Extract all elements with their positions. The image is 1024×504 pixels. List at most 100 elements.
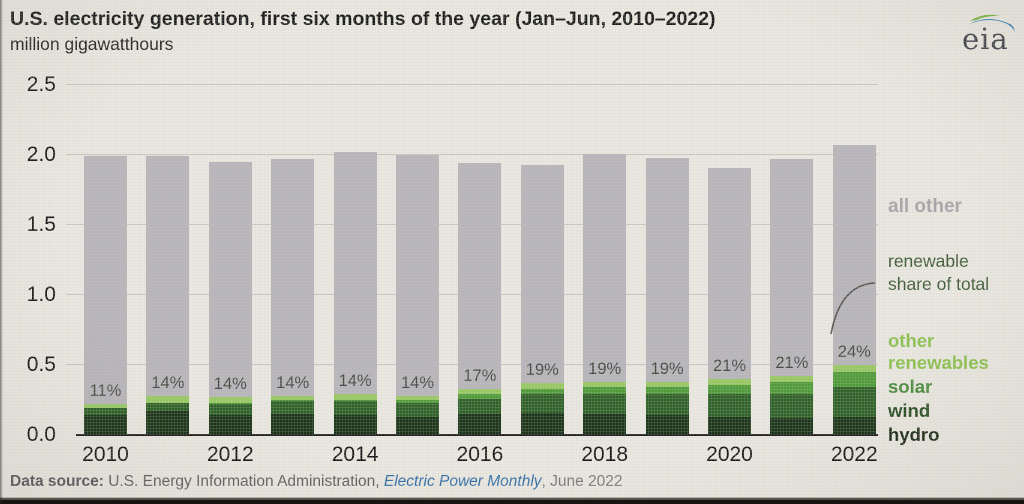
bar-segment-other_renewables	[208, 397, 252, 403]
x-tick-label-2010: 2010	[82, 443, 129, 466]
renewable-share-label-2018: 19%	[588, 359, 622, 378]
bar-segment-wind	[583, 394, 627, 414]
bar-segment-other_renewables	[832, 365, 876, 372]
bar-segment-all-other	[708, 167, 751, 379]
legend-other-renewables: other renewables	[888, 330, 989, 373]
bar-2013	[271, 159, 315, 435]
bar-2016	[458, 163, 502, 435]
bar-segment-hydro	[396, 416, 439, 435]
legend-wind: wind	[888, 400, 931, 421]
x-tick-label-2020: 2020	[706, 443, 753, 466]
eia-logo-text: eia	[962, 22, 1009, 56]
renewable-share-label-2022: 24%	[837, 343, 871, 361]
y-tick-label: 1.0	[26, 283, 56, 306]
data-source-date: , June 2022	[541, 473, 623, 490]
bar-segment-solar	[770, 381, 814, 395]
bar-segment-hydro	[458, 414, 502, 435]
bar-2021	[770, 159, 814, 435]
bar-segment-wind	[520, 394, 564, 413]
bar-segment-other_renewables	[84, 404, 127, 409]
renewable-share-label-2016: 17%	[463, 366, 497, 385]
x-axis-line	[76, 434, 878, 436]
bar-segment-other_renewables	[146, 395, 190, 403]
bar-segment-other_renewables	[583, 381, 627, 388]
bar-segment-other_renewables	[520, 383, 564, 389]
chart-units-label: million gigawatthours	[10, 34, 174, 54]
legend-solar: solar	[888, 376, 933, 397]
bar-segment-hydro	[146, 411, 190, 435]
bar-segment-solar	[333, 400, 377, 402]
renewable-share-label-2014: 14%	[338, 372, 372, 391]
bar-segment-all-other	[770, 159, 814, 377]
bar-segment-all-other	[645, 157, 689, 382]
bar-segment-wind	[84, 408, 127, 416]
data-source-org: U.S. Energy Information Administration,	[103, 473, 384, 490]
renewable-share-label-2020: 21%	[712, 357, 747, 375]
bar-2017	[520, 164, 564, 435]
bar-segment-all-other	[84, 156, 127, 405]
renewable-share-label-2010: 11%	[89, 382, 122, 401]
bar-segment-hydro	[645, 415, 689, 435]
bar-segment-all-other	[333, 152, 377, 395]
bar-segment-wind	[770, 394, 814, 419]
photo-bottom-edge	[0, 497, 1024, 504]
data-source-line: Data source: U.S. Energy Information Adm…	[10, 473, 623, 491]
bar-segment-hydro	[520, 412, 564, 435]
bar-segment-other_renewables	[396, 395, 439, 400]
bar-2014	[333, 152, 377, 435]
bar-segment-hydro	[208, 415, 252, 435]
x-tick-label-2016: 2016	[456, 443, 504, 466]
bar-segment-other_renewables	[770, 376, 814, 382]
bar-segment-wind	[458, 398, 502, 414]
x-tick-label-2022: 2022	[830, 443, 878, 466]
bar-segment-hydro	[583, 414, 627, 435]
bar-segment-all-other	[583, 153, 627, 382]
bar-segment-wind	[645, 394, 689, 416]
renewable-share-label-2012: 14%	[213, 375, 247, 394]
y-tick-label: 2.5	[26, 73, 56, 96]
bar-segment-wind	[146, 402, 190, 412]
bar-segment-all-other	[271, 159, 315, 396]
bar-segment-wind	[333, 401, 377, 416]
x-tick-label-2012: 2012	[206, 443, 254, 466]
plot-area: 11% 14% 14% 14% 14% 14% 17% 19% 19% 19% 21% 21% 24%	[66, 84, 878, 436]
bar-segment-hydro	[333, 415, 377, 435]
bar-segment-wind	[396, 402, 439, 417]
bar-segment-solar	[520, 388, 564, 395]
legend-all-other: all other	[888, 196, 962, 217]
bar-segment-hydro	[832, 416, 876, 435]
bar-segment-other_renewables	[708, 379, 751, 385]
bar-segment-solar	[396, 400, 439, 403]
bar-segment-solar	[271, 400, 315, 402]
bar-segment-other_renewables	[333, 394, 377, 400]
chart-title: U.S. electricity generation, first six m…	[10, 8, 716, 30]
y-axis-labels: 0.0 0.5 1.0 1.5 2.0 2.5	[0, 73, 56, 446]
bar-segment-all-other	[208, 162, 252, 398]
renewable-share-label-2011: 14%	[151, 373, 185, 392]
bar-segment-wind	[832, 387, 876, 417]
annotation-connector-line	[830, 282, 876, 335]
eia-logo-swoosh-icon	[966, 14, 1015, 32]
data-source-publication-link[interactable]: Electric Power Monthly	[383, 473, 542, 490]
bar-segment-solar	[583, 387, 627, 395]
eia-logo: eia	[952, 8, 1018, 58]
bar-segment-wind	[208, 404, 252, 416]
renewable-share-label-2021: 21%	[775, 354, 809, 373]
renewable-share-label-2017: 19%	[525, 361, 559, 380]
data-source-label: Data source:	[10, 473, 104, 490]
renewable-share-label-2013: 14%	[276, 373, 310, 392]
bar-2015	[396, 155, 439, 435]
bar-segment-wind	[271, 401, 315, 414]
gridline-2	[66, 154, 878, 155]
bar-segment-hydro	[84, 415, 127, 435]
bar-segment-solar	[832, 372, 876, 388]
legend-hydro: hydro	[888, 424, 940, 445]
bar-segment-wind	[708, 394, 751, 417]
x-tick-label-2014: 2014	[331, 443, 379, 466]
renewable-share-label-2019: 19%	[650, 359, 684, 378]
renewable-share-label-2015: 14%	[400, 373, 435, 392]
bar-segment-solar	[645, 387, 689, 395]
legend-renewable-share-of-total: renewable share of total	[888, 251, 990, 294]
bar-segment-other_renewables	[645, 381, 689, 388]
